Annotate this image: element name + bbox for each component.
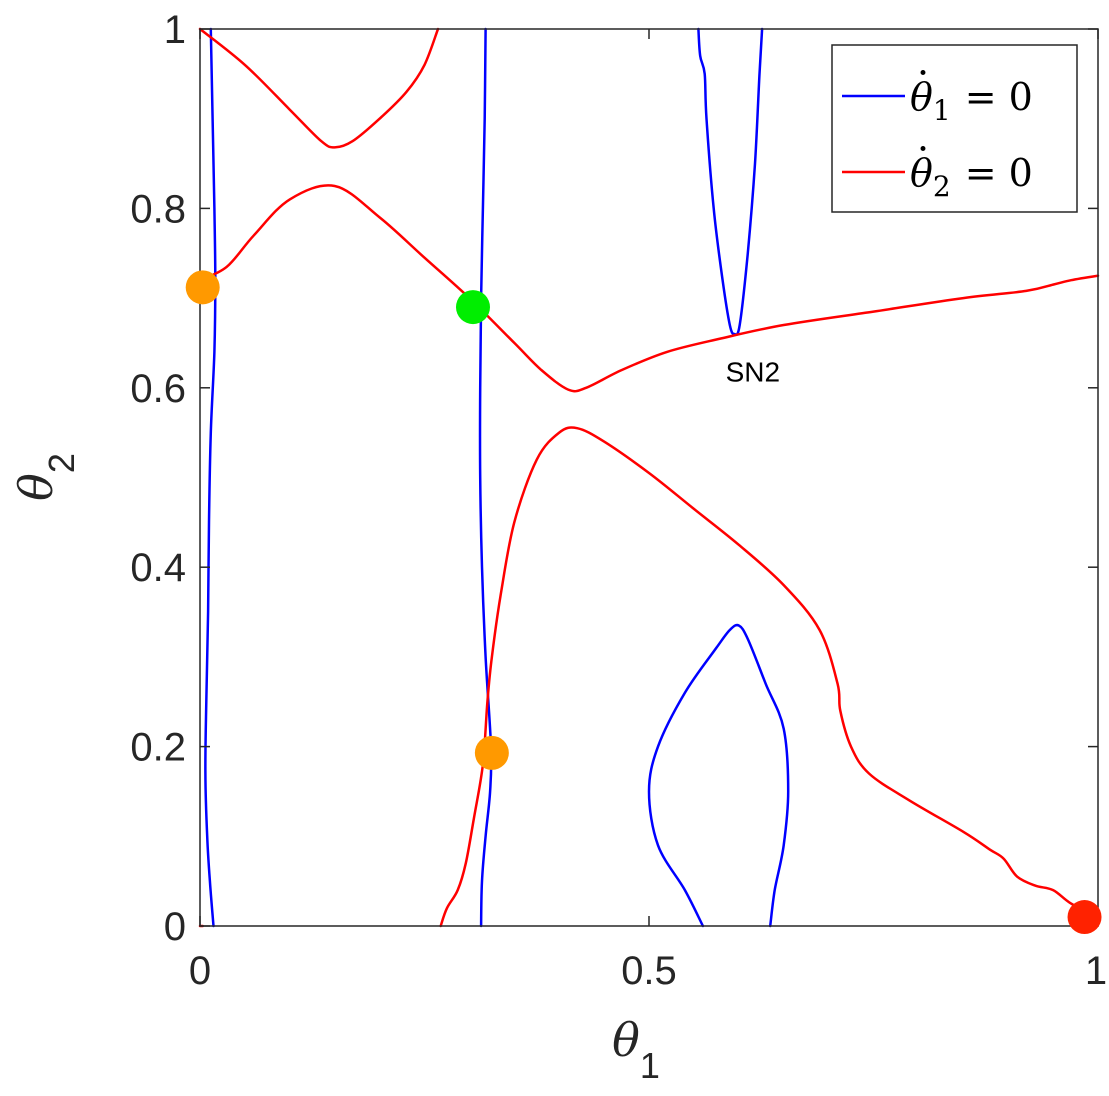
y-tick-label: 0.4	[130, 546, 186, 590]
theta2-nullcline-segment-2	[198, 184, 1100, 393]
x-tick-label: 1	[1085, 949, 1107, 993]
eq-orange-1-marker	[185, 270, 220, 305]
legend-box	[831, 44, 1078, 213]
theta1-nullcline-segment-4	[697, 27, 764, 336]
eq-red-marker	[1067, 900, 1102, 935]
x-axis-label: θ1	[612, 1013, 660, 1086]
y-tick-label: 0.2	[130, 726, 186, 770]
annotation-layer: SN2	[726, 356, 780, 387]
legend-dot: ·	[917, 127, 929, 171]
eq-green-marker	[455, 290, 490, 325]
legend-entry-label: θ2 = 0	[910, 151, 1033, 203]
theta1-nullcline-segment-2	[478, 27, 493, 928]
annotation-label: SN2	[726, 356, 780, 387]
eq-orange-2-marker	[474, 735, 509, 770]
theta2-nullcline-segment-1	[198, 27, 440, 149]
theta1-nullcline-segment-3	[647, 623, 790, 928]
points-layer	[185, 270, 1102, 935]
theta2-nullcline-segment-3	[439, 426, 1100, 928]
y-axis-label: θ2	[9, 453, 82, 501]
x-tick-label: 0	[189, 949, 211, 993]
y-tick-label: 0.8	[130, 187, 186, 231]
y-tick-label: 1	[164, 8, 186, 52]
y-tick-label: 0.6	[130, 367, 186, 411]
theta1-nullcline-segment-1	[204, 27, 217, 928]
legend: ·θ1 = 0·θ2 = 0	[831, 44, 1078, 213]
y-tick-label: 0	[164, 905, 186, 949]
legend-entry-label: θ1 = 0	[910, 75, 1033, 127]
legend-dot: ·	[917, 51, 929, 95]
x-tick-label: 0.5	[621, 949, 677, 993]
legend-entries: ·θ1 = 0·θ2 = 0	[842, 51, 1033, 203]
